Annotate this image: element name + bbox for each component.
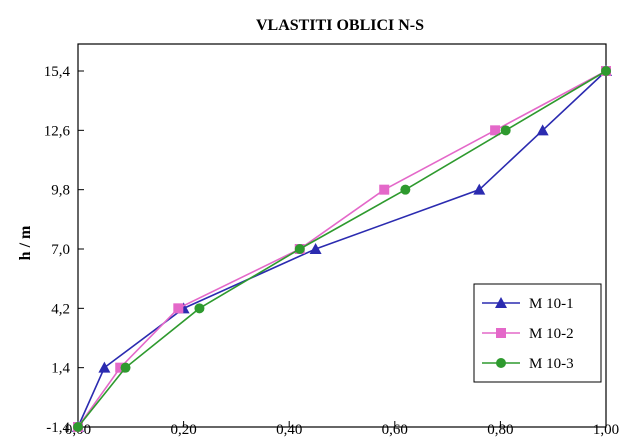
data-point: [194, 303, 205, 314]
data-point: [400, 184, 411, 195]
x-tick-label: 0,60: [382, 422, 408, 438]
y-tick-label: 15,4: [44, 64, 71, 80]
legend: M 10-1 M 10-2 M 10-3: [473, 283, 602, 383]
data-point: [490, 125, 501, 136]
y-tick-label: 1,4: [51, 361, 70, 377]
y-tick-label: -1,4: [46, 420, 70, 436]
data-point: [309, 243, 322, 254]
y-axis-label: h / m: [17, 225, 34, 260]
data-point: [473, 183, 486, 195]
legend-label: M 10-3: [529, 356, 574, 372]
series-layer: [72, 65, 612, 432]
y-tick-label: 7,0: [51, 242, 70, 258]
axes-group: 0,000,200,400,600,801,00-1,41,44,27,09,8…: [44, 64, 619, 438]
data-point: [500, 125, 511, 136]
chart-title: VLASTITI OBLICI N-S: [256, 17, 424, 34]
x-tick-label: 0,20: [170, 422, 196, 438]
x-tick-label: 1,00: [593, 422, 619, 438]
data-point: [601, 66, 611, 76]
data-point: [536, 124, 549, 136]
data-point: [379, 184, 390, 195]
y-tick-label: 9,8: [51, 183, 70, 199]
data-point: [120, 362, 131, 373]
legend-label: M 10-1: [529, 296, 574, 312]
data-point: [294, 244, 305, 254]
series-group: [73, 66, 611, 432]
legend-marker: [495, 297, 507, 308]
data-point: [115, 362, 126, 373]
y-tick-label: 4,2: [51, 301, 70, 317]
x-tick-label: 0,80: [487, 422, 513, 438]
data-point: [173, 303, 184, 314]
data-point: [73, 422, 83, 432]
data-point: [98, 361, 111, 373]
x-tick-label: 0,40: [276, 422, 302, 438]
legend-marker: [496, 358, 506, 368]
legend-label: M 10-2: [529, 326, 574, 342]
y-tick-label: 12,6: [44, 123, 71, 139]
legend-marker: [496, 328, 506, 338]
